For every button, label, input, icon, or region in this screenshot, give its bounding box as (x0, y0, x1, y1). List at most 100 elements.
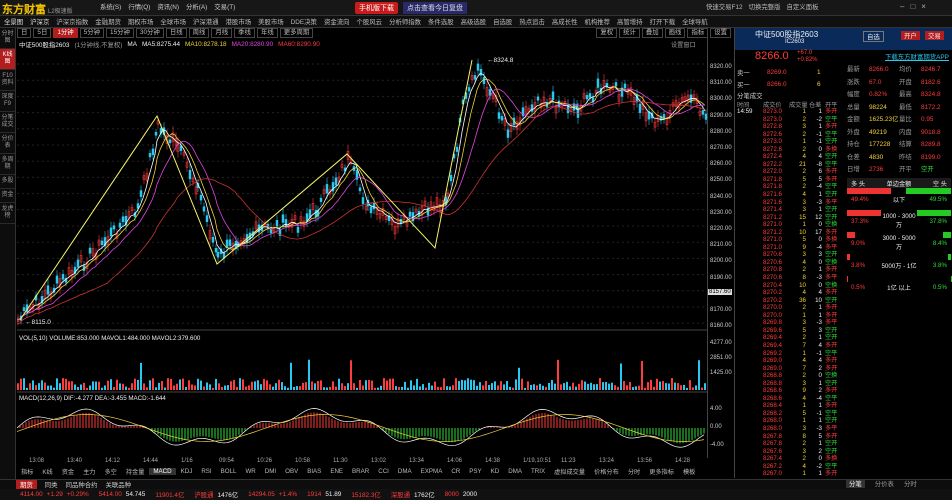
period-tab[interactable]: 15分钟 (106, 28, 134, 38)
toolbar-tool[interactable]: 叠加 (641, 28, 663, 38)
indicator-tab[interactable]: DMA (508, 467, 523, 475)
left-tab[interactable]: 分时图 (0, 28, 15, 49)
nav-item[interactable]: 高管增持 (617, 19, 643, 26)
left-tab[interactable]: 分价表 (0, 133, 15, 154)
nav-item[interactable]: 自选股 (493, 19, 513, 26)
left-tab[interactable]: 深度F9 (0, 91, 15, 112)
nav-item[interactable]: 沪深京指数 (56, 19, 89, 26)
indicator-tab[interactable]: BOLL (220, 467, 237, 475)
trade-button[interactable]: 交易 (925, 31, 944, 40)
menu-item[interactable]: 系统(S) (100, 4, 122, 11)
period-tab[interactable]: 更多周期 (279, 28, 314, 38)
indicator-tab[interactable]: PSY (469, 467, 482, 475)
toolbar-tool[interactable]: 画线 (664, 28, 686, 38)
bottom-tab[interactable]: 期货 (16, 480, 37, 489)
left-tab[interactable]: 龙虎榜 (0, 203, 15, 224)
bottom-tab[interactable]: 同类 (44, 482, 58, 489)
indicator-tab[interactable]: EXPMA (420, 467, 443, 475)
period-tab[interactable]: 1分钟 (53, 28, 78, 38)
nav-item[interactable]: 港股市场 (225, 19, 252, 26)
nav-item[interactable]: 期权市场 (127, 19, 154, 26)
period-tab[interactable]: 月线 (211, 28, 233, 38)
left-tab[interactable]: 分笔成交 (0, 112, 15, 133)
minimize-icon[interactable]: – (900, 2, 905, 11)
period-tab[interactable]: 5分钟 (79, 28, 105, 38)
mobile-download-button[interactable]: 手机版下载 (355, 2, 398, 14)
period-tab[interactable]: 年线 (256, 28, 278, 38)
quote-footer-tab[interactable]: 分时 (903, 481, 917, 488)
left-tab[interactable]: 多股 (0, 175, 15, 189)
menu-item[interactable]: 行情(Q) (128, 4, 151, 11)
indicator-tab[interactable]: DMA (397, 467, 412, 475)
nav-item[interactable]: 热点追击 (519, 19, 545, 26)
period-tab[interactable]: 日 (17, 28, 32, 38)
kline-chart[interactable]: ←8324.8 ←8115.0 中证500股指2603 (1分钟线,不复权) MA… (17, 38, 707, 458)
left-tab[interactable]: F10资料 (0, 70, 15, 91)
indicator-tab[interactable]: KDJ (180, 467, 193, 475)
indicator-tab[interactable]: RSI (201, 467, 212, 475)
indicator-tab[interactable]: 分时 (627, 468, 641, 476)
left-tab[interactable]: 多周期 (0, 154, 15, 175)
nav-item[interactable]: 全球导航 (682, 19, 708, 26)
nav-item[interactable]: 高级选股 (460, 19, 487, 26)
nav-item[interactable]: 高成长性 (551, 19, 578, 26)
maximize-icon[interactable]: □ (910, 2, 916, 11)
indicator-tab[interactable]: 指标 (21, 468, 34, 476)
menu-item[interactable]: 分析(A) (185, 4, 208, 11)
indicator-tab[interactable]: 多空 (104, 468, 117, 476)
quote-footer-tab[interactable]: 分笔 (846, 479, 865, 488)
nav-item[interactable]: 金融期货 (95, 19, 121, 26)
menu-item[interactable]: 交易(T) (214, 4, 236, 11)
nav-item[interactable]: 沪深京 (30, 19, 50, 26)
watchlist-button[interactable]: 自选 (863, 31, 884, 42)
custom-panel-link[interactable]: 自定义面板 (786, 4, 819, 11)
indicator-tab[interactable]: 价格分布 (594, 468, 619, 476)
indicator-tab[interactable]: CR (451, 467, 461, 475)
bottom-tab[interactable]: 同品种合约 (65, 482, 98, 489)
nav-item[interactable]: DDE决策 (290, 19, 317, 26)
nav-item[interactable]: 美股市场 (258, 19, 284, 26)
period-tab[interactable]: 30分钟 (135, 28, 164, 38)
settings-window-link[interactable]: 设置窗口 (671, 42, 696, 49)
indicator-tab[interactable]: 持金量 (125, 468, 145, 476)
indicator-tab[interactable]: OBV (285, 467, 299, 475)
indicator-tab[interactable]: KD (490, 467, 500, 475)
indicator-tab[interactable]: CCI (378, 467, 389, 475)
indicator-tab[interactable]: WR (245, 467, 256, 475)
indicator-tab[interactable]: K线 (42, 468, 53, 476)
nav-item[interactable]: 个股风云 (356, 19, 383, 26)
nav-item[interactable]: 打开下载 (649, 19, 676, 26)
indicator-tab[interactable]: 主力 (83, 468, 96, 476)
bottom-tab[interactable]: 关联品种 (105, 482, 132, 489)
indicator-tab[interactable]: 模板 (682, 468, 696, 476)
indicator-tab[interactable]: BRAR (352, 467, 370, 475)
app-download-link[interactable]: 下载东方财富期货APP (885, 54, 949, 61)
period-tab[interactable]: 日线 (165, 28, 187, 38)
nav-item[interactable]: 全球市场 (160, 19, 186, 26)
nav-item[interactable]: 机构推荐 (584, 19, 611, 26)
daily-review-button[interactable]: 点击查看今日复盘 (403, 2, 467, 14)
indicator-tab[interactable]: 更多指标 (649, 468, 674, 476)
menu-item[interactable]: 资讯(N) (157, 4, 179, 11)
toolbar-tool[interactable]: 复权 (596, 28, 618, 38)
toolbar-tool[interactable]: 设置 (710, 28, 731, 38)
indicator-tab[interactable]: 虚拟成交量 (554, 468, 586, 476)
indicator-tab[interactable]: TRIX (531, 467, 546, 475)
nav-item[interactable]: 条件选股 (428, 19, 454, 26)
indicator-tab[interactable]: 资金 (61, 468, 75, 476)
open-account-button[interactable]: 开户 (901, 31, 920, 40)
toolbar-tool[interactable]: 统计 (619, 28, 640, 38)
switch-full-link[interactable]: 切换完整版 (748, 4, 781, 11)
close-icon[interactable]: × (921, 2, 926, 11)
nav-item[interactable]: 全景图 (4, 19, 24, 26)
indicator-tab[interactable]: ENE (330, 467, 344, 475)
toolbar-tool[interactable]: 指标 (687, 28, 709, 38)
indicator-tab[interactable]: MACD (149, 467, 176, 475)
left-tab[interactable]: 资金 (0, 189, 15, 203)
nav-item[interactable]: 沪深港通 (192, 19, 219, 26)
period-tab[interactable]: 周线 (188, 28, 210, 38)
quick-trade-link[interactable]: 快速交易F12 (706, 4, 743, 11)
nav-item[interactable]: 分析师指数 (389, 19, 422, 26)
left-tab[interactable]: K线图 (0, 49, 15, 70)
quote-footer-tab[interactable]: 分价表 (874, 481, 894, 488)
